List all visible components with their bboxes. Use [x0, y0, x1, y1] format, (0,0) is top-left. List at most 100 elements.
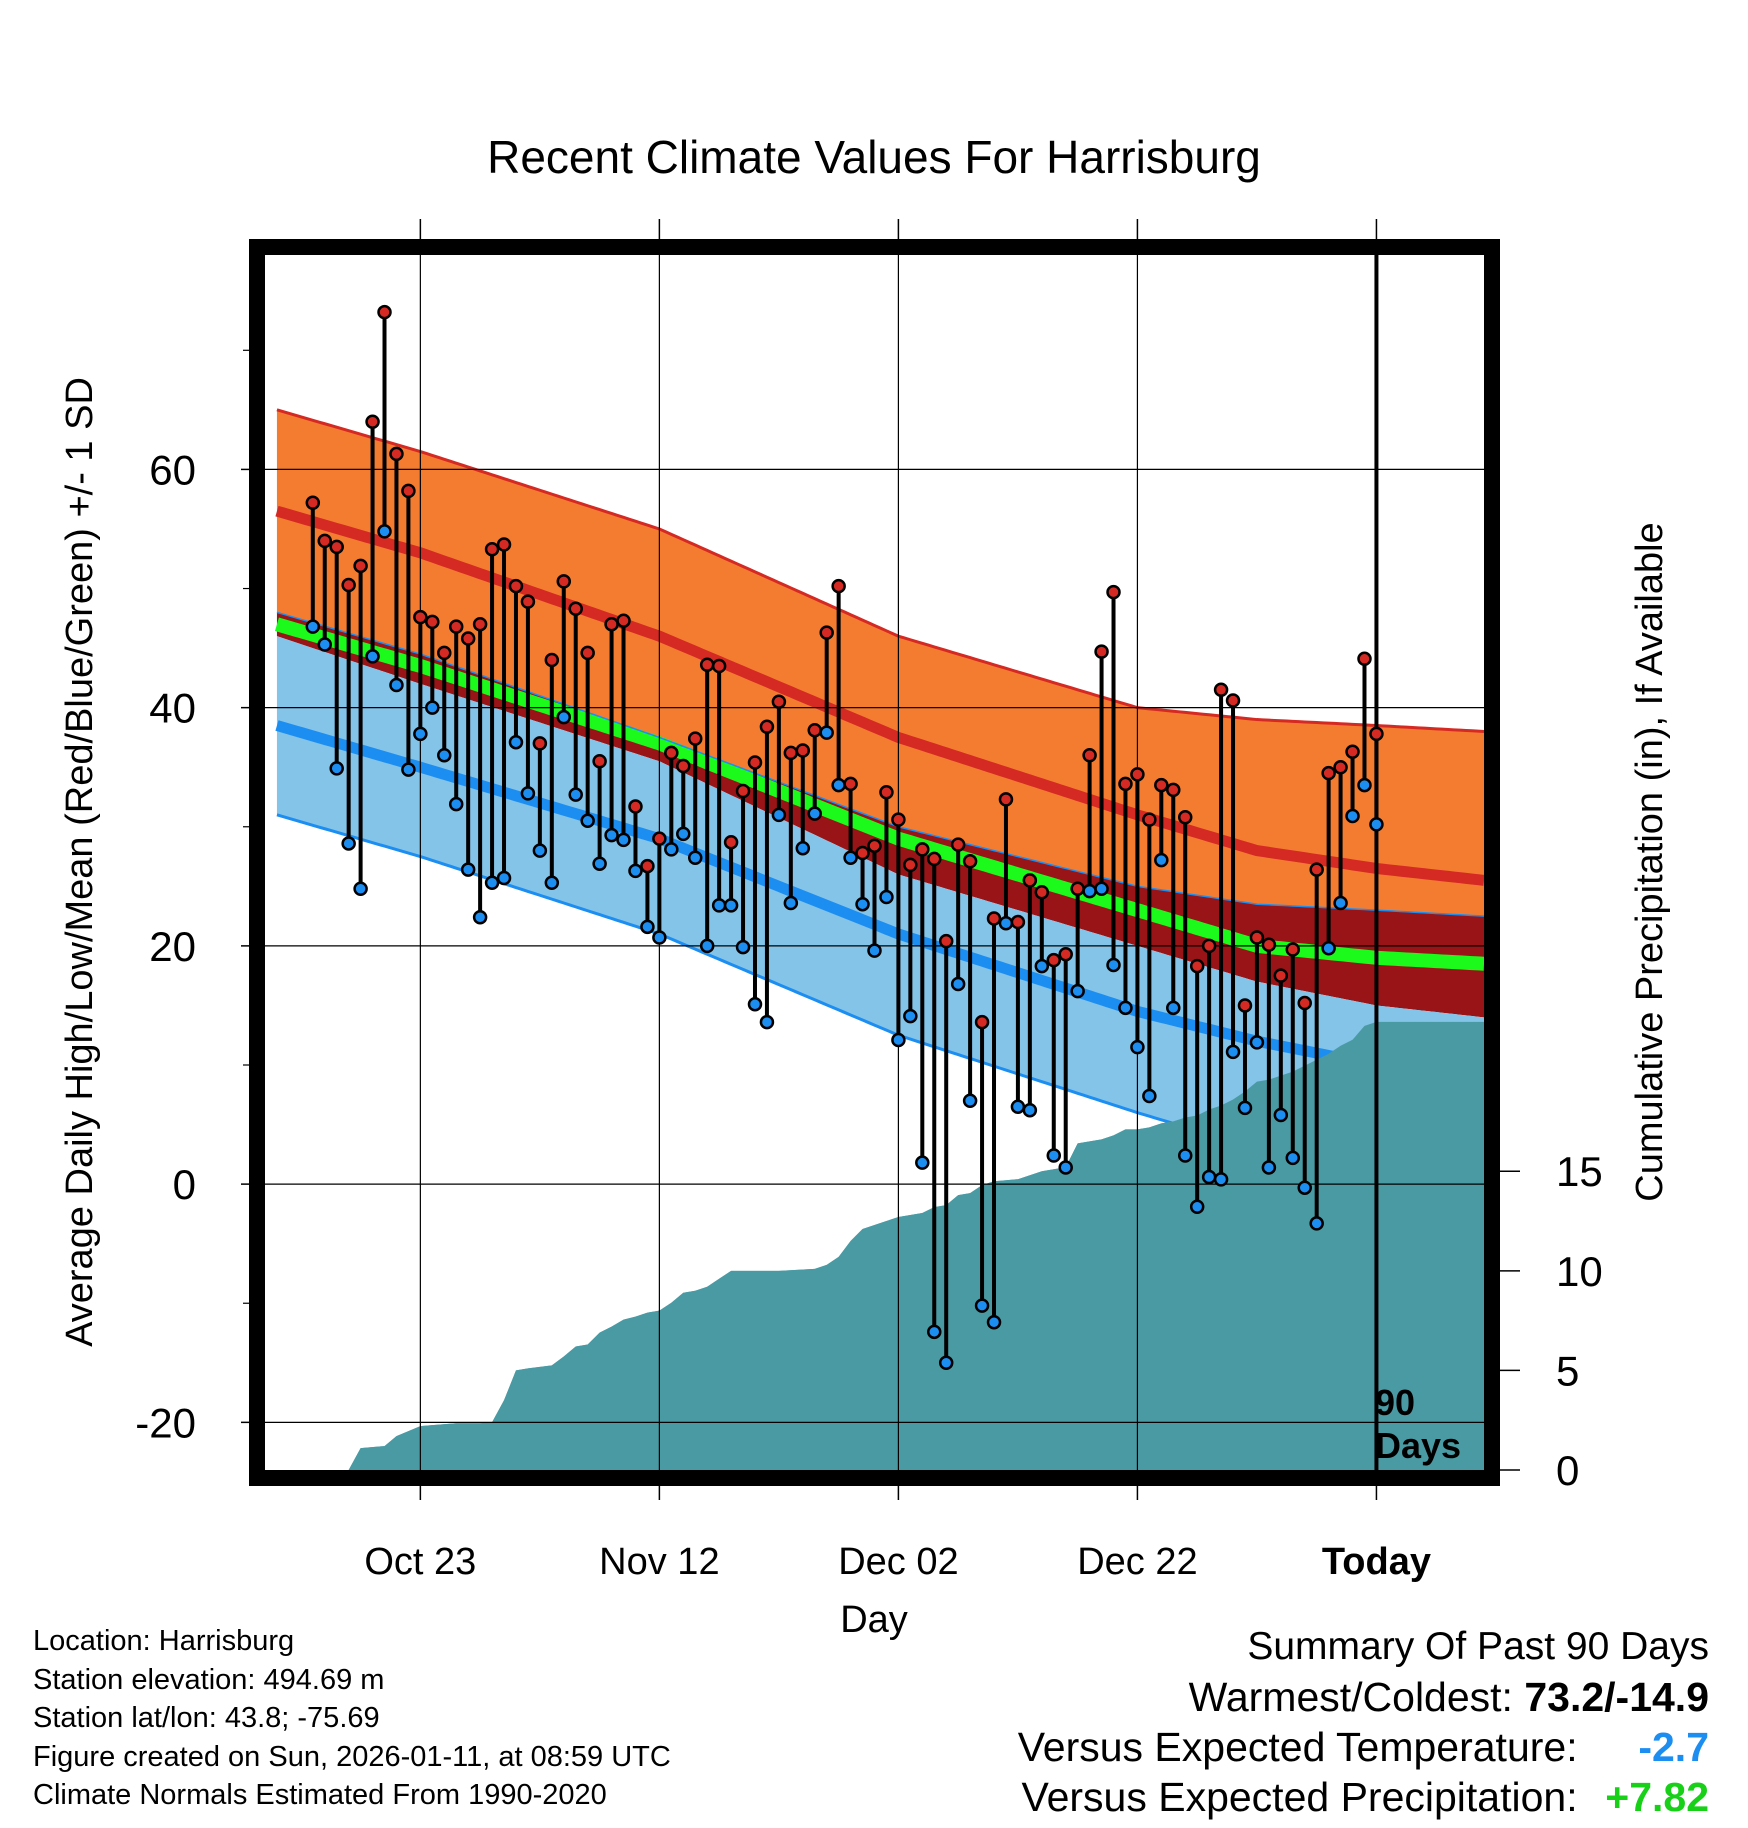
y-axis-label: Average Daily High/Low/Mean (Red/Blue/Gr…	[59, 377, 101, 1347]
daily-high-point	[353, 558, 368, 574]
daily-low-point	[640, 919, 655, 935]
daily-high-point	[640, 858, 655, 874]
daily-high-point	[843, 776, 858, 792]
daily-low-point	[1166, 1000, 1181, 1016]
daily-low-point	[1213, 1172, 1229, 1187]
daily-low-point	[974, 1298, 990, 1313]
x-tick-label: Dec 02	[838, 1541, 958, 1583]
daily-low-point	[568, 787, 583, 802]
daily-low-point	[1142, 1088, 1157, 1104]
daily-high-point	[484, 541, 500, 557]
summary-precip-anomaly: Versus Expected Precipitation: +7.82	[1018, 1772, 1710, 1822]
daily-high-point	[1130, 767, 1145, 782]
daily-low-point	[377, 524, 392, 539]
daily-low-point	[711, 898, 727, 913]
daily-high-point	[1369, 726, 1384, 742]
warm-cold-label: Warmest/Coldest:	[1188, 1674, 1513, 1720]
daily-high-point	[448, 619, 464, 634]
daily-low-point	[1333, 895, 1348, 911]
daily-high-point	[891, 812, 906, 827]
daily-high-point	[795, 743, 811, 758]
daily-low-point	[1225, 1044, 1241, 1060]
daily-high-point	[317, 533, 333, 549]
daily-low-point	[508, 734, 524, 750]
y-tick-label: 0	[173, 1161, 196, 1208]
daily-high-point	[365, 414, 380, 430]
daily-high-point	[1201, 938, 1217, 954]
x-axis-label: Day	[840, 1599, 908, 1641]
daily-low-point	[556, 709, 572, 725]
daily-low-point	[1046, 1148, 1062, 1163]
plot-frame	[249, 239, 1500, 1486]
daily-low-point	[998, 916, 1014, 931]
daily-low-point	[795, 840, 811, 856]
daily-high-point	[580, 645, 595, 661]
daily-low-point	[1034, 958, 1050, 974]
daily-high-point	[496, 537, 512, 552]
daily-low-point	[1022, 1103, 1038, 1118]
daily-low-point	[305, 619, 321, 634]
daily-low-point	[341, 836, 356, 851]
daily-high-point	[556, 574, 572, 589]
daily-high-point	[592, 754, 607, 769]
daily-high-point	[1249, 930, 1265, 945]
precip-area-overlay	[348, 1021, 1484, 1470]
info-created: Figure created on Sun, 2026-01-11, at 08…	[33, 1740, 671, 1773]
daily-low-point	[891, 1032, 906, 1048]
daily-low-point	[843, 850, 858, 865]
daily-low-point	[1237, 1100, 1253, 1116]
daily-low-point	[1189, 1199, 1205, 1214]
daily-low-point	[1201, 1169, 1217, 1185]
daily-low-point	[819, 725, 834, 740]
daily-high-point	[652, 831, 667, 846]
daily-low-point	[317, 637, 333, 652]
daily-high-point	[1309, 862, 1324, 877]
low-sd-band	[276, 636, 1484, 1185]
daily-high-point	[472, 617, 488, 632]
daily-low-point	[783, 895, 799, 911]
daily-high-point	[532, 736, 548, 751]
daily-low-point	[472, 910, 488, 925]
daily-high-point	[1034, 885, 1050, 900]
daily-low-point	[1345, 808, 1360, 824]
daily-high-point	[604, 617, 619, 632]
daily-high-point	[1177, 809, 1193, 825]
y2-tick-label: 5	[1556, 1347, 1579, 1394]
daily-high-point	[520, 594, 536, 609]
daily-high-point	[950, 837, 966, 852]
daily-low-point	[1118, 1000, 1133, 1016]
y2-axis-label: Cumulative Precipitation (in), If Availa…	[1629, 522, 1671, 1201]
daily-high-point	[305, 495, 321, 511]
daily-high-point	[855, 845, 870, 861]
normals-bands	[274, 408, 1484, 1470]
x-tick-label: Nov 12	[599, 1541, 719, 1583]
daily-high-point	[759, 719, 775, 734]
daily-high-point	[986, 911, 1002, 926]
daily-high-point	[879, 784, 894, 800]
daily-low-point	[903, 1008, 918, 1024]
high-mean-line	[275, 505, 1484, 886]
daily-high-point	[377, 304, 392, 320]
daily-high-point	[962, 854, 978, 869]
daily-low-point	[1177, 1148, 1193, 1163]
daily-high-point	[1261, 937, 1277, 952]
daily-high-point	[831, 578, 846, 594]
daily-low-point	[1154, 852, 1169, 868]
daily-low-point	[735, 939, 751, 955]
daily-high-point	[1106, 584, 1121, 600]
daily-low-point	[353, 881, 368, 896]
daily-low-point	[580, 813, 595, 829]
daily-high-point	[998, 792, 1014, 807]
daily-low-point	[938, 1355, 954, 1371]
daily-low-point	[484, 875, 500, 890]
daily-high-point	[783, 745, 799, 761]
daily-low-point	[699, 938, 715, 954]
daily-high-point	[1285, 942, 1301, 957]
daily-low-point	[389, 677, 404, 693]
daily-low-point	[437, 748, 452, 763]
y-tick-label: -20	[135, 1399, 196, 1446]
daily-low-point	[927, 1324, 942, 1340]
daily-low-point	[652, 930, 667, 945]
x-tick-label: Today	[1322, 1541, 1431, 1583]
daily-high-point	[711, 658, 727, 674]
